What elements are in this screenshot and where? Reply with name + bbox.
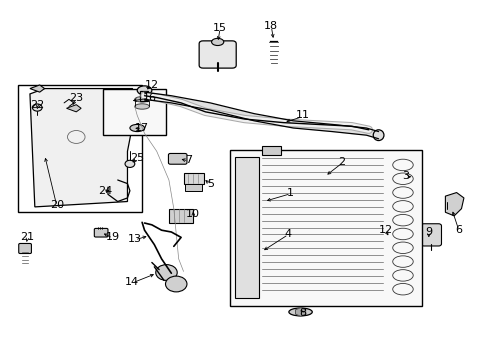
FancyBboxPatch shape — [420, 224, 441, 246]
Ellipse shape — [381, 225, 394, 235]
Text: 19: 19 — [105, 232, 120, 242]
Text: 13: 13 — [127, 234, 142, 244]
Text: 7: 7 — [184, 155, 192, 165]
Text: 1: 1 — [287, 188, 294, 198]
Text: 17: 17 — [135, 123, 149, 133]
Text: 3: 3 — [401, 171, 408, 181]
Text: 5: 5 — [206, 179, 213, 189]
FancyBboxPatch shape — [199, 41, 236, 68]
Bar — [234, 157, 259, 298]
Text: 6: 6 — [455, 225, 462, 235]
Circle shape — [32, 104, 42, 111]
Text: 22: 22 — [30, 100, 44, 110]
Bar — [183, 173, 203, 184]
Text: 15: 15 — [213, 23, 226, 33]
Text: 12: 12 — [378, 225, 392, 235]
Text: 10: 10 — [186, 209, 200, 219]
Bar — [140, 91, 148, 101]
Text: 25: 25 — [130, 153, 144, 163]
Bar — [184, 184, 202, 192]
Polygon shape — [66, 105, 81, 112]
Ellipse shape — [211, 39, 224, 45]
Text: 14: 14 — [125, 277, 139, 287]
Circle shape — [165, 276, 186, 292]
Text: 23: 23 — [69, 93, 83, 103]
Text: 24: 24 — [98, 186, 112, 196]
Text: 18: 18 — [264, 21, 278, 31]
Ellipse shape — [135, 104, 149, 109]
Polygon shape — [30, 85, 44, 92]
Text: 20: 20 — [50, 200, 64, 210]
Polygon shape — [30, 89, 137, 207]
Text: 16: 16 — [142, 93, 156, 103]
Bar — [168, 209, 193, 223]
Ellipse shape — [137, 86, 152, 95]
Ellipse shape — [288, 308, 312, 316]
Polygon shape — [445, 193, 463, 216]
Ellipse shape — [372, 130, 383, 140]
Text: 21: 21 — [20, 232, 35, 242]
Bar — [18, 85, 142, 212]
Text: 4: 4 — [284, 229, 291, 239]
Text: 8: 8 — [299, 308, 306, 318]
Circle shape — [125, 160, 135, 167]
Bar — [229, 149, 422, 306]
FancyBboxPatch shape — [19, 243, 31, 253]
Text: 12: 12 — [144, 80, 159, 90]
FancyBboxPatch shape — [94, 228, 108, 237]
Text: 9: 9 — [425, 227, 431, 237]
Ellipse shape — [135, 96, 149, 102]
Circle shape — [156, 265, 177, 280]
Ellipse shape — [130, 125, 144, 132]
FancyBboxPatch shape — [168, 153, 186, 164]
Bar — [261, 146, 281, 155]
Text: 2: 2 — [338, 157, 345, 167]
Text: 11: 11 — [295, 111, 309, 121]
Bar — [103, 89, 166, 135]
